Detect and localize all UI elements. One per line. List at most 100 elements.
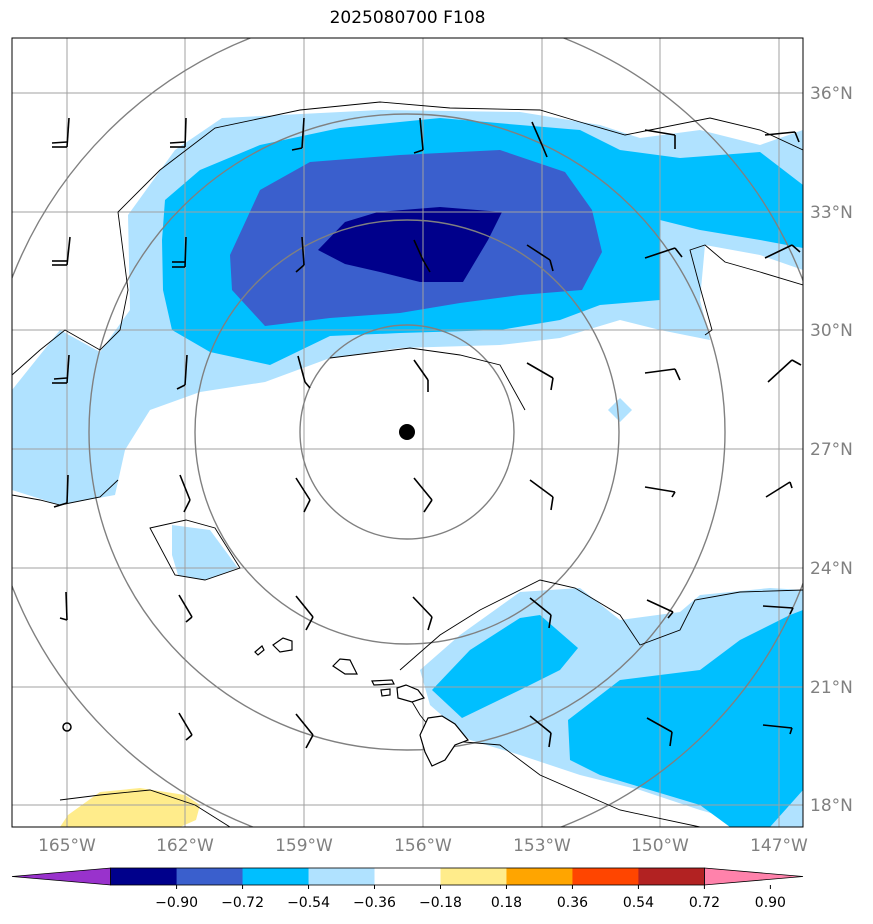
wind-barb <box>52 236 71 266</box>
wind-barb <box>295 477 311 513</box>
wind-barb <box>646 717 673 747</box>
wind-barb <box>526 244 554 272</box>
colorbar-tick-label: −0.18 <box>419 895 462 911</box>
storm-center-marker <box>399 424 415 440</box>
range-ring-1 <box>299 324 515 540</box>
lat-label-24: 24°N <box>810 559 853 579</box>
lat-label-21: 21°N <box>810 678 853 698</box>
island-hawaii <box>419 715 469 767</box>
lon-label-153: 153°W <box>513 836 571 856</box>
wind-barb <box>644 247 683 259</box>
wind-barb <box>291 117 305 151</box>
colorbar-tick-label: 0.36 <box>557 895 588 911</box>
colorbar-tick-label: 0.54 <box>623 895 654 911</box>
wind-barb <box>53 474 69 508</box>
lon-label-165: 165°W <box>38 836 96 856</box>
colorbar-tick-label: −0.54 <box>287 895 330 911</box>
wind-barb <box>178 712 193 741</box>
island-oahu <box>332 658 358 675</box>
wind-barb <box>529 715 552 748</box>
lat-label-27: 27°N <box>810 440 853 460</box>
lon-label-159: 159°W <box>275 836 333 856</box>
wind-barb <box>59 591 68 621</box>
colorbar-swatch <box>110 868 178 885</box>
wind-barb <box>176 354 188 390</box>
map-title: 2025080700 F108 <box>329 8 486 28</box>
coastline-contours <box>12 101 803 827</box>
latitude-labels: 36°N 33°N 30°N 27°N 24°N 21°N 18°N <box>810 84 853 816</box>
wind-barb <box>169 117 187 148</box>
colorbar-tick-label: 0.18 <box>491 895 522 911</box>
island-maui <box>396 684 425 703</box>
wind-barb <box>413 359 429 392</box>
calm-wind-circle <box>62 722 72 732</box>
range-ring-3 <box>88 113 726 751</box>
wind-barb <box>529 479 554 511</box>
colorbar-tick-label: −0.72 <box>221 895 264 911</box>
map-panel <box>12 38 803 827</box>
colorbar: −0.90 −0.72 −0.54 −0.36 −0.18 0.18 0.36 0.54 0.7… <box>11 867 804 911</box>
wind-barb <box>295 236 305 273</box>
colorbar-swatch <box>506 868 573 885</box>
lat-label-36: 36°N <box>810 84 853 104</box>
hawaiian-islands <box>254 637 469 767</box>
range-rings <box>12 38 803 827</box>
island-niihau <box>254 645 265 656</box>
colorbar-swatch <box>308 868 376 885</box>
wind-barb <box>179 474 191 513</box>
wind-barb <box>529 597 552 629</box>
wind-barb <box>413 239 431 273</box>
range-ring-2 <box>194 219 620 645</box>
colorbar-swatch <box>638 868 705 885</box>
colorbar-extend-high <box>704 867 804 886</box>
lon-label-156: 156°W <box>394 836 452 856</box>
wind-barb <box>413 477 433 513</box>
wind-barb <box>762 605 794 615</box>
wind-barb <box>644 486 676 498</box>
map-frame <box>11 37 804 828</box>
colorbar-swatches <box>11 867 804 886</box>
wind-barb <box>52 354 70 384</box>
wind-barb <box>764 244 801 259</box>
colorbar-tick-label: 0.72 <box>689 895 720 911</box>
lon-label-147: 147°W <box>750 836 808 856</box>
colorbar-tick-labels: −0.90 −0.72 −0.54 −0.36 −0.18 0.18 0.36 0.54 0.7… <box>155 885 786 911</box>
lat-label-30: 30°N <box>810 321 853 341</box>
graticule <box>12 38 803 827</box>
wind-barb <box>526 362 554 391</box>
wind-barb <box>412 596 433 631</box>
wind-barb <box>295 713 314 749</box>
colorbar-tick-label: 0.90 <box>755 895 786 911</box>
wind-barb <box>765 481 793 498</box>
wind-barb <box>178 594 193 623</box>
island-kauai <box>272 637 293 653</box>
wind-barb <box>644 368 681 381</box>
wind-barb <box>413 117 424 154</box>
wind-barb <box>644 129 676 149</box>
wind-barb <box>172 236 187 268</box>
colorbar-swatch <box>440 868 507 885</box>
colorbar-swatch <box>242 868 310 885</box>
colorbar-swatch <box>176 868 244 885</box>
colorbar-outline <box>110 867 705 886</box>
lon-label-162: 162°W <box>156 836 214 856</box>
colorbar-swatch <box>572 868 639 885</box>
wind-barb <box>646 599 674 619</box>
lat-label-33: 33°N <box>810 203 853 223</box>
colorbar-swatch <box>374 868 441 885</box>
wind-barb <box>762 724 793 735</box>
wind-barb <box>297 355 311 389</box>
island-molokai <box>371 679 395 686</box>
colorbar-tick-label: −0.36 <box>353 895 396 911</box>
wind-barbs <box>51 117 802 749</box>
island-lanai <box>380 688 391 697</box>
colorbar-tick-label: −0.90 <box>155 895 198 911</box>
wind-barb <box>767 359 802 383</box>
lon-label-150: 150°W <box>631 836 689 856</box>
shading-yellow <box>60 788 200 827</box>
longitude-labels: 165°W 162°W 159°W 156°W 153°W 150°W 147°… <box>38 836 808 856</box>
wind-barb <box>531 121 548 158</box>
wind-barb <box>764 131 800 143</box>
wind-barb <box>51 117 70 148</box>
